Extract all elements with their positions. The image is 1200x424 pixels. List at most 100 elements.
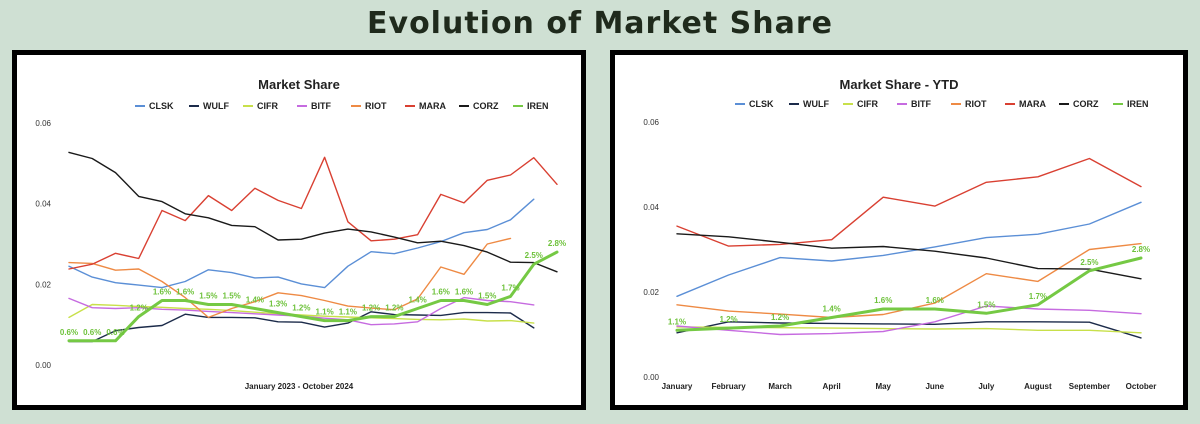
series-line-iren [67,250,559,343]
data-label: 1.2% [719,315,737,324]
y-tick-label: 0.06 [643,118,659,127]
market-share-ytd-chart-panel: Market Share - YTD CLSK WULF CIFR BITF RIOT M… [610,50,1188,410]
x-tick-label: May [875,382,891,391]
legend-item-corz: CORZ [459,101,499,111]
legend-item-mara: MARA [1005,99,1046,109]
legend-label: RIOT [365,101,387,111]
data-label: 1.7% [501,283,519,292]
y-tick-label: 0.04 [35,200,51,209]
legend-label: CLSK [149,101,174,111]
chart-title: Market Share - YTD [840,77,959,92]
data-label: 1.6% [455,287,473,296]
data-label: 1.4% [823,305,841,314]
y-tick-label: 0.00 [643,373,659,382]
series-line-clsk [68,198,535,289]
x-tick-label: March [768,382,792,391]
data-label: 1.1% [339,308,357,317]
data-label: 1.7% [1029,292,1047,301]
data-label: 2.8% [548,239,566,248]
iren-data-labels: 1.1% 1.2% 1.2% 1.4% 1.6% 1.6% 1.5% 1.7% 2.5% 2.8% [668,245,1150,326]
data-label: 1.2% [292,304,310,313]
data-label: 1.5% [977,300,995,309]
x-axis-title: January 2023 - October 2024 [245,382,354,391]
legend-item-iren: IREN [1113,99,1149,109]
x-tick-label: October [1126,382,1157,391]
legend-item-riot: RIOT [951,99,987,109]
data-label: 1.2% [385,304,403,313]
series-line-cifr [68,303,535,324]
legend-item-bitf: BITF [897,99,931,109]
data-label: 1.2% [771,313,789,322]
y-tick-label: 0.00 [35,361,51,370]
x-tick-label: July [978,382,995,391]
data-label: 2.5% [525,251,543,260]
data-label: 1.5% [199,292,217,301]
series-line-mara [676,157,1142,247]
series-line-mara [68,156,558,270]
y-tick-label: 0.02 [35,280,51,289]
data-label: 1.4% [408,296,426,305]
data-label: 1.6% [153,287,171,296]
series-line-clsk [676,201,1142,298]
legend-label: MARA [1019,99,1046,109]
series-line-corz [68,151,558,273]
data-label: 1.1% [668,317,686,326]
x-tick-label: August [1024,382,1052,391]
legend-item-corz: CORZ [1059,99,1099,109]
data-label: 2.5% [1080,258,1098,267]
data-label: 0.6% [83,328,101,337]
data-label: 1.3% [269,300,287,309]
legend-label: BITF [911,99,931,109]
legend-label: RIOT [965,99,987,109]
data-label: 1.6% [874,296,892,305]
series-line-wulf [676,321,1142,339]
legend-item-clsk: CLSK [735,99,774,109]
series-line-iren [675,256,1143,332]
legend: CLSK WULF CIFR BITF RIOT MARA CORZ IREN [135,101,549,111]
legend-label: WULF [803,99,829,109]
data-label: 1.4% [246,296,264,305]
legend-label: CORZ [1073,99,1099,109]
legend-label: WULF [203,101,229,111]
data-label: 1.2% [362,304,380,313]
legend-item-bitf: BITF [297,101,331,111]
iren-data-labels: 0.6% 0.6% 0.6% 1.2% 1.6% 1.6% 1.5% 1.5% 1.4% 1.3%… [60,239,566,337]
series-line-riot [676,242,1142,319]
data-label: 0.6% [106,328,124,337]
chart-title: Market Share [258,77,340,92]
legend-label: CORZ [473,101,499,111]
series-line-wulf [68,311,535,343]
legend-label: CLSK [749,99,774,109]
data-label: 1.5% [478,292,496,301]
legend-item-cifr: CIFR [243,101,278,111]
data-label: 1.5% [223,292,241,301]
legend-label: BITF [311,101,331,111]
y-tick-label: 0.06 [35,119,51,128]
x-tick-label: June [925,382,944,391]
legend-item-cifr: CIFR [843,99,878,109]
market-share-chart-panel: Market Share January 2023 - October 2024… [12,50,586,410]
legend-item-wulf: WULF [789,99,829,109]
x-tick-label: February [711,382,746,391]
y-tick-label: 0.04 [643,203,659,212]
data-label: 1.6% [176,287,194,296]
x-tick-label: April [823,382,841,391]
legend-label: IREN [527,101,549,111]
x-tick-label: January [662,382,693,391]
series-line-bitf [676,305,1142,336]
legend-item-riot: RIOT [351,101,387,111]
page-title: Evolution of Market Share [367,6,833,41]
legend-label: CIFR [857,99,878,109]
data-label: 0.6% [60,328,78,337]
legend-item-clsk: CLSK [135,101,174,111]
data-label: 1.1% [316,308,334,317]
legend-label: MARA [419,101,446,111]
data-label: 2.8% [1132,245,1150,254]
legend-item-iren: IREN [513,101,549,111]
legend-item-mara: MARA [405,101,446,111]
series-line-riot [68,237,512,319]
legend: CLSK WULF CIFR BITF RIOT MARA CORZ IREN [735,99,1149,109]
y-tick-label: 0.02 [643,288,659,297]
legend-label: IREN [1127,99,1149,109]
x-tick-label: September [1069,382,1110,391]
